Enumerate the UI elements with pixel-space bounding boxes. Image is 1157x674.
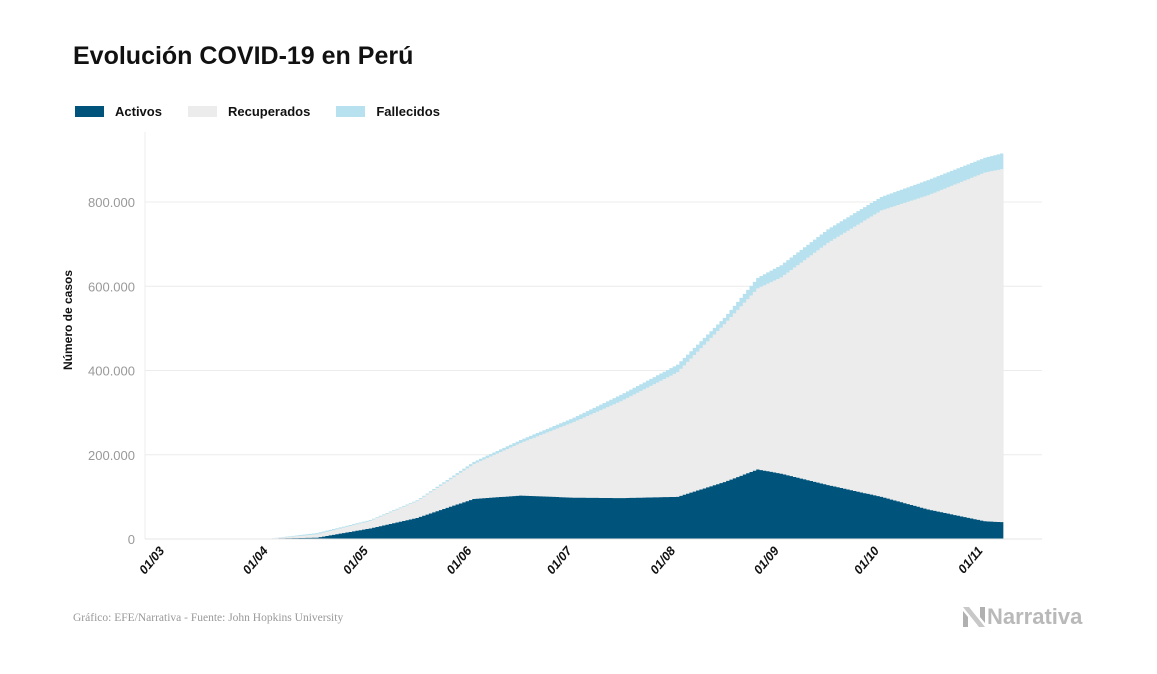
- legend-item-activos: Activos: [75, 104, 162, 119]
- x-tick-label: 01/06: [444, 543, 476, 577]
- x-tick-label: 01/08: [647, 544, 678, 577]
- logo-text: Narrativa: [987, 604, 1083, 629]
- chart-title: Evolución COVID-19 en Perú: [73, 42, 414, 70]
- x-tick-label: 01/09: [751, 544, 782, 577]
- x-tick-label: 01/05: [340, 543, 372, 577]
- legend-swatch-activos: [75, 106, 104, 117]
- area-activos: [165, 469, 1004, 539]
- legend-label-fallecidos: Fallecidos: [376, 104, 440, 119]
- x-tick-label: 01/11: [955, 544, 985, 576]
- source-footer: Gráfico: EFE/Narrativa - Fuente: John Ho…: [73, 612, 344, 624]
- x-tick-label: 01/07: [544, 543, 576, 577]
- legend: Activos Recuperados Fallecidos: [75, 104, 466, 119]
- x-tick-label: 01/04: [240, 544, 271, 577]
- legend-label-recuperados: Recuperados: [227, 104, 311, 119]
- y-tick-label: 0: [128, 532, 135, 547]
- legend-item-fallecidos: Fallecidos: [336, 104, 440, 119]
- y-tick-label: 200.000: [88, 448, 135, 463]
- legend-item-recuperados: Recuperados: [187, 104, 311, 119]
- area-recuperados: [165, 169, 1004, 539]
- y-tick-label: 800.000: [88, 195, 135, 210]
- x-tick-label: 01/10: [851, 544, 882, 577]
- x-tick-label: 01/03: [136, 544, 167, 577]
- narrativa-n-icon: [963, 607, 985, 627]
- legend-swatch-fallecidos: [336, 106, 366, 117]
- legend-label-activos: Activos: [115, 104, 162, 119]
- y-tick-label: 400.000: [88, 364, 135, 379]
- y-tick-label: 600.000: [88, 279, 135, 294]
- narrativa-logo: Narrativa: [963, 604, 1082, 630]
- legend-swatch-recuperados: [187, 106, 217, 117]
